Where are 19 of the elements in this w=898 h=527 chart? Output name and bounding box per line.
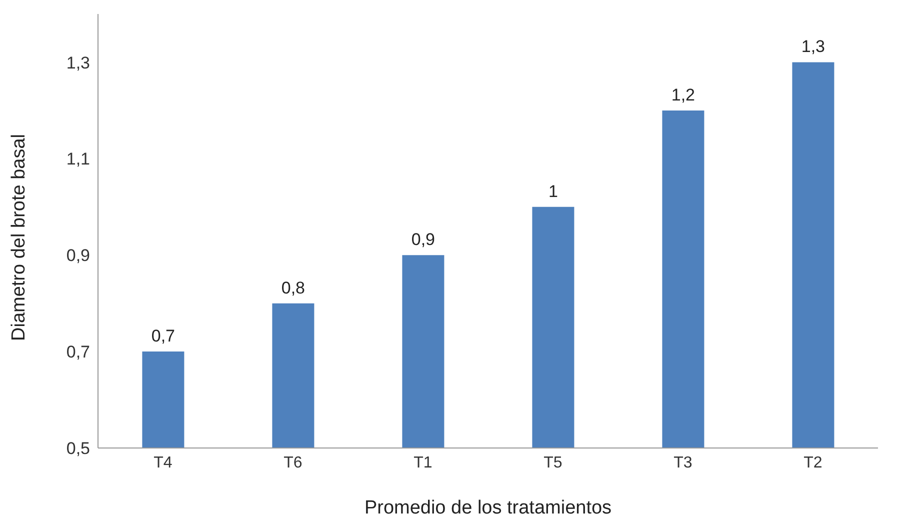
x-axis-title: Promedio de los tratamientos <box>364 497 612 518</box>
x-tick-label: T1 <box>414 454 432 472</box>
x-tick-label: T3 <box>674 454 692 472</box>
data-label: 0,9 <box>411 230 436 250</box>
y-tick-label: 1,1 <box>66 150 90 169</box>
y-tick-label: 0,7 <box>66 342 90 362</box>
y-tick-label: 1,3 <box>66 53 90 72</box>
x-tick-label: T5 <box>544 454 562 472</box>
x-tick-label: T2 <box>804 454 822 472</box>
data-label: 1,3 <box>801 37 826 56</box>
x-tick-label: T4 <box>154 454 172 472</box>
y-axis-title: Diametro del brote basal <box>8 134 30 341</box>
x-tick-label: T6 <box>284 454 302 472</box>
data-label: 1,2 <box>671 85 696 104</box>
data-label: 0,8 <box>281 278 306 298</box>
data-label: 1 <box>548 182 558 201</box>
y-tick-label: 0,5 <box>66 439 90 458</box>
y-tick-label: 0,9 <box>66 246 90 266</box>
data-label: 0,7 <box>151 326 176 346</box>
